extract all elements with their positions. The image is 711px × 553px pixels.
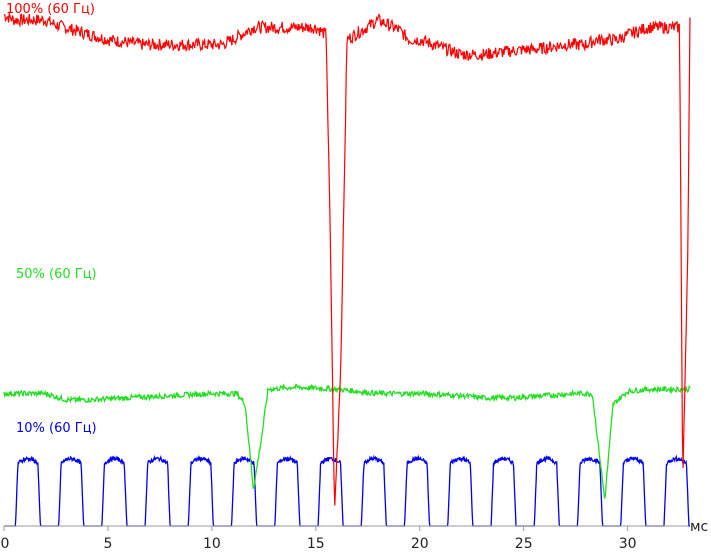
- series-line-50pct: [3, 383, 691, 499]
- x-tick-label: 30: [619, 536, 637, 552]
- x-tick-label: 20: [411, 536, 429, 552]
- series-line-100pct: [3, 12, 691, 506]
- x-axis-ticks: 0 5 10 15 20 25 30: [1, 526, 637, 552]
- x-tick-label: 25: [515, 536, 533, 552]
- x-tick-label: 0: [1, 536, 10, 552]
- series-line-10pct: [4, 454, 690, 527]
- x-tick-label: 10: [203, 536, 221, 552]
- x-tick-label: 5: [103, 536, 112, 552]
- series-label-100pct: 100% (60 Гц): [6, 2, 95, 17]
- x-tick-label: 15: [307, 536, 325, 552]
- series-label-10pct: 10% (60 Гц): [16, 421, 97, 436]
- x-axis-unit-label: мс: [690, 519, 708, 535]
- series-lines: [3, 12, 691, 527]
- series-label-50pct: 50% (60 Гц): [16, 267, 97, 282]
